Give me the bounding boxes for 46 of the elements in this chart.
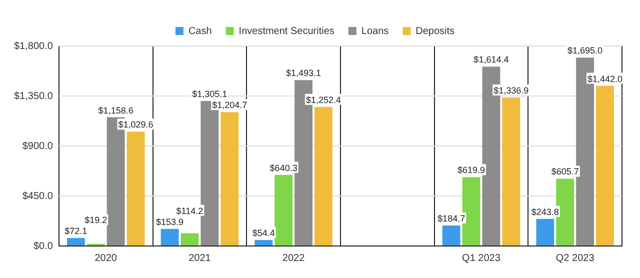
x-tick-label: 2022 xyxy=(282,252,306,264)
data-label: $605.7 xyxy=(551,166,579,177)
y-tick-label: $1,800.0 xyxy=(14,40,54,52)
data-label: $1,442.0 xyxy=(587,74,623,84)
bar xyxy=(314,106,332,246)
data-label: $243.8 xyxy=(531,206,559,217)
y-tick-label: $0.0 xyxy=(33,240,54,252)
data-label: $54.4 xyxy=(252,228,275,238)
data-label: $1,029.6 xyxy=(118,120,154,130)
data-label: $1,204.7 xyxy=(212,100,248,110)
y-tick-label: $450.0 xyxy=(22,190,54,202)
data-label: $640.3 xyxy=(270,162,298,173)
data-label: $1,252.4 xyxy=(306,94,341,105)
y-tick-label: $900.0 xyxy=(22,140,54,152)
bar xyxy=(180,233,199,246)
bar xyxy=(274,174,293,246)
data-label: $184.7 xyxy=(438,213,466,224)
data-label: $114.2 xyxy=(176,206,204,216)
bar xyxy=(220,112,239,246)
bar xyxy=(596,86,614,246)
y-tick-label: $1,350.0 xyxy=(14,90,54,102)
data-label: $1,336.9 xyxy=(494,85,529,96)
x-tick-label: Q2 2023 xyxy=(556,252,595,264)
bar xyxy=(66,238,85,246)
legend-label: Loans xyxy=(361,26,389,37)
data-label: $1,305.1 xyxy=(192,88,228,99)
data-label: $1,158.6 xyxy=(98,105,134,116)
x-tick-label: 2021 xyxy=(188,252,212,264)
data-label: $153.9 xyxy=(156,216,184,227)
bar xyxy=(254,240,273,246)
legend-label: Deposits xyxy=(416,26,455,37)
data-label: $1,695.0 xyxy=(568,46,603,56)
legend-label: Cash xyxy=(188,26,212,37)
bar xyxy=(126,132,145,246)
x-tick-label: 2020 xyxy=(94,252,118,264)
bar xyxy=(502,97,520,246)
bar xyxy=(442,225,460,246)
data-label: $619.9 xyxy=(457,165,486,176)
data-label: $1,493.1 xyxy=(286,68,322,78)
data-label: $19.2 xyxy=(84,214,108,225)
x-tick-label: Q1 2023 xyxy=(462,252,501,264)
legend-label: Investment Securities xyxy=(238,26,334,37)
data-label: $72.1 xyxy=(64,226,88,236)
data-label: $1,614.4 xyxy=(474,54,509,65)
bar xyxy=(160,228,179,246)
bar xyxy=(536,218,554,246)
